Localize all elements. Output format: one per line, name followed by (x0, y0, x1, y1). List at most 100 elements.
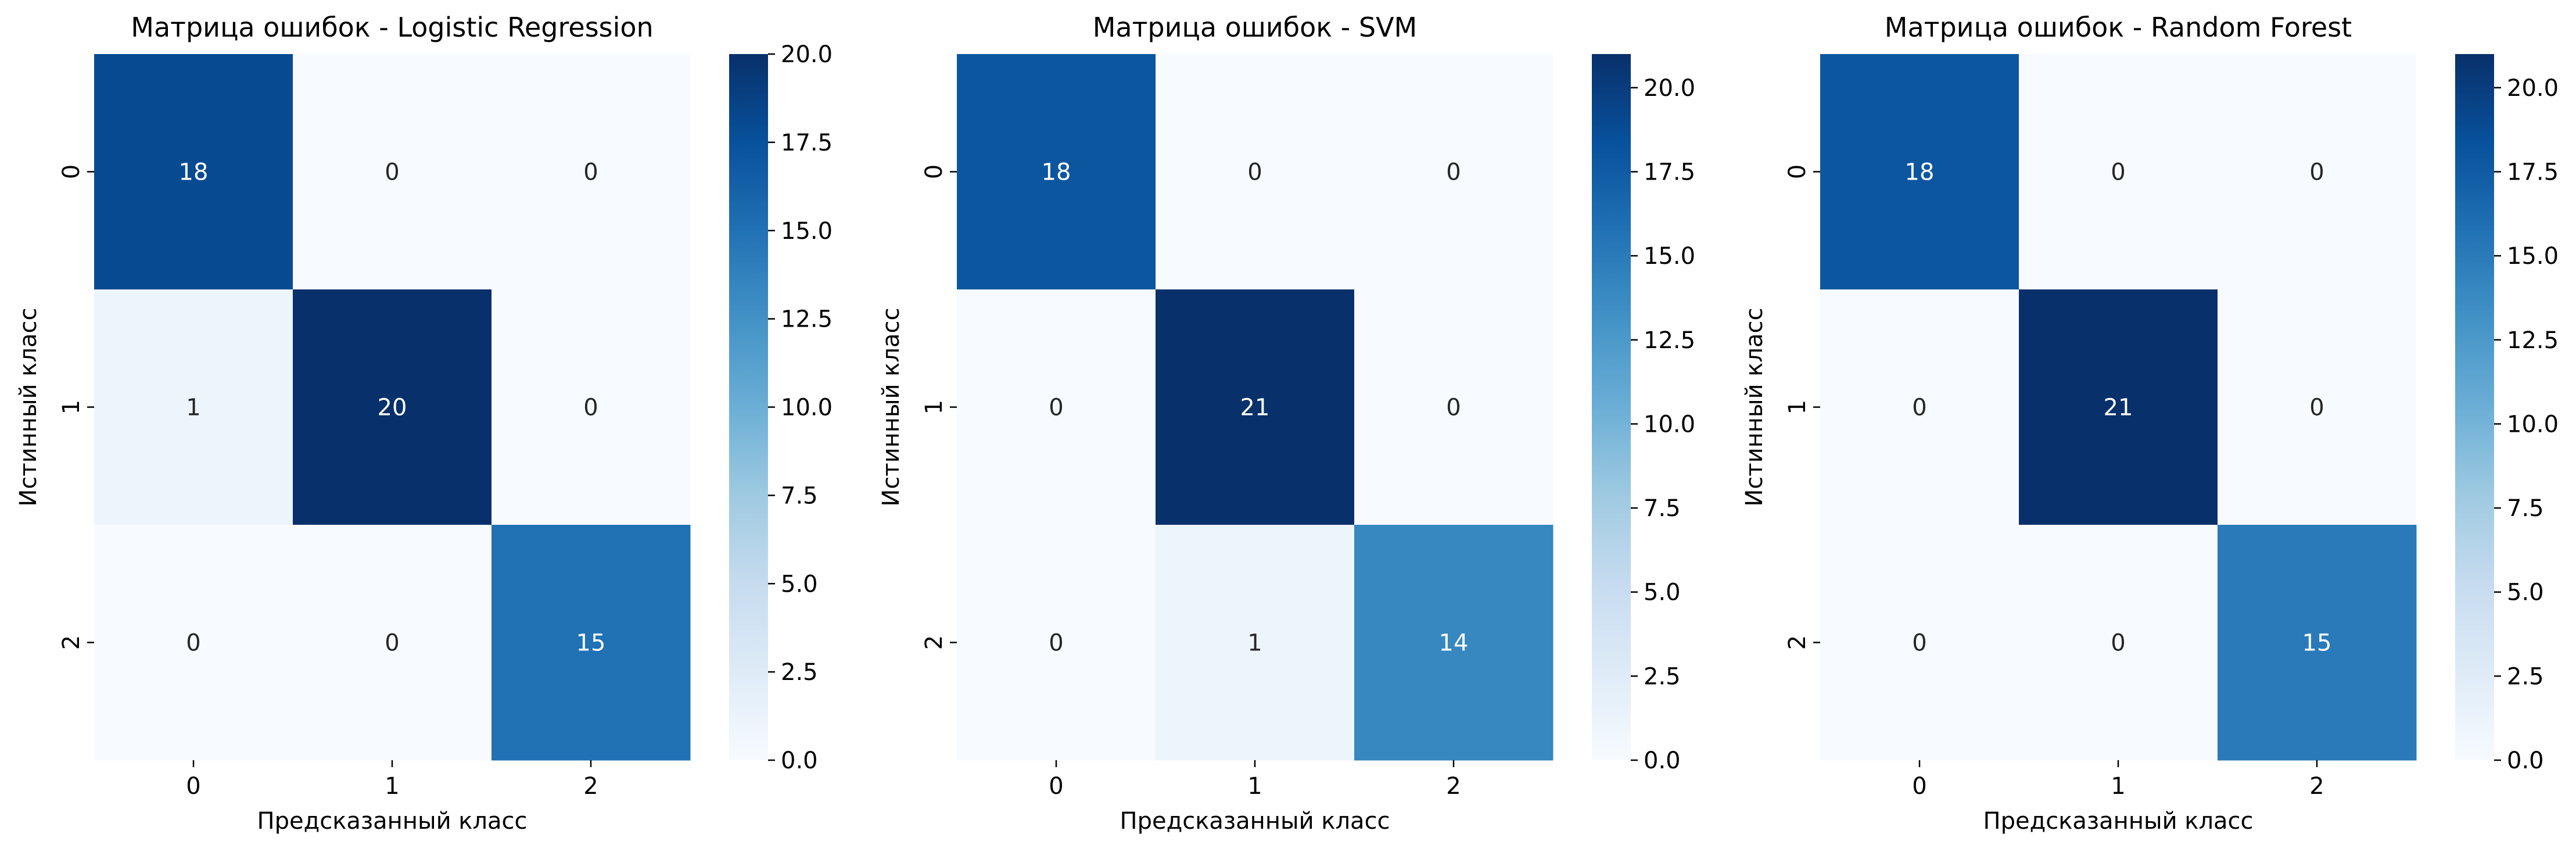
cell-value-label: 0 (385, 159, 399, 186)
colorbar-tick-label: 15.0 (781, 218, 833, 245)
cell-value-label: 1 (186, 395, 200, 421)
heatmap-cell (94, 54, 293, 290)
cell-value-label: 14 (1439, 630, 1469, 657)
heatmap-cell (1354, 525, 1554, 761)
colorbar (729, 54, 768, 760)
cell-value-label: 15 (2302, 630, 2332, 657)
colorbar-tick-label: 5.0 (1644, 579, 1681, 606)
colorbar-tick-label: 2.5 (2507, 663, 2544, 690)
heatmap-cell (1354, 54, 1554, 290)
cell-value-label: 0 (1446, 395, 1461, 421)
y-tick-label: 1 (58, 400, 85, 414)
heatmap-cell (1156, 289, 1355, 525)
heatmap-cell (491, 54, 691, 290)
cell-value-label: 21 (1240, 395, 1270, 421)
x-tick-label: 2 (2309, 773, 2324, 800)
colorbar-tick-label: 15.0 (1644, 243, 1695, 270)
y-tick-label: 1 (921, 400, 948, 414)
cell-value-label: 21 (2104, 395, 2133, 421)
x-axis-label: Предсказанный класс (1120, 808, 1390, 835)
cell-value-label: 0 (1049, 395, 1063, 421)
heatmap-cell (957, 525, 1156, 761)
colorbar-tick-label: 12.5 (781, 306, 833, 333)
colorbar-tick-label: 20.0 (781, 41, 833, 68)
cell-value-label: 0 (385, 630, 399, 657)
cell-value-label: 0 (2111, 159, 2125, 186)
heatmap-cell (94, 525, 293, 761)
colorbar-tick-label: 10.0 (781, 395, 833, 421)
heatmap-cell (293, 289, 492, 525)
heatmap-cell (2019, 54, 2218, 290)
y-axis-label: Истинный класс (15, 307, 42, 506)
x-tick-label: 2 (583, 773, 598, 800)
chart-title: Матрица ошибок - Random Forest (1885, 12, 2352, 43)
cell-value-label: 0 (1912, 630, 1926, 657)
colorbar-tick-label: 12.5 (2507, 327, 2559, 354)
colorbar-tick-label: 10.0 (1644, 411, 1695, 438)
x-axis-label: Предсказанный класс (257, 808, 528, 835)
y-axis-label: Истинный класс (878, 307, 905, 506)
heatmap-cell (2019, 289, 2218, 525)
colorbar-tick-label: 15.0 (2507, 243, 2559, 270)
y-tick-label: 0 (1784, 164, 1811, 179)
colorbar-tick-label: 20.0 (1644, 75, 1695, 102)
heatmap-cell (491, 289, 691, 525)
colorbar-tick-label: 7.5 (2507, 495, 2544, 522)
cell-value-label: 18 (1905, 159, 1935, 186)
colorbar-tick-label: 12.5 (1644, 327, 1695, 354)
y-tick-label: 1 (1784, 400, 1811, 414)
chart-title: Матрица ошибок - Logistic Regression (131, 12, 653, 43)
confusion-matrix-panel: Матрица ошибок - SVM 18 0 0 0 21 0 0 1 14 0 1 2 0 1 2 Пр… (878, 12, 1695, 835)
heatmap-cell (94, 289, 293, 525)
colorbar (1592, 54, 1631, 760)
confusion-matrix-panel: Матрица ошибок - Logistic Regression 18 0 0… (15, 12, 833, 835)
colorbar-tick-label: 2.5 (781, 659, 818, 686)
cell-value-label: 0 (583, 159, 598, 186)
x-tick-label: 0 (1049, 773, 1063, 800)
colorbar-tick-label: 0.0 (1644, 747, 1681, 774)
colorbar (2455, 54, 2494, 760)
cell-value-label: 0 (2309, 395, 2324, 421)
cell-value-label: 0 (583, 395, 598, 421)
cell-value-label: 0 (186, 630, 200, 657)
cell-value-label: 0 (1049, 630, 1063, 657)
y-tick-label: 2 (58, 635, 85, 650)
colorbar-tick-label: 0.0 (2507, 747, 2544, 774)
x-tick-label: 2 (1446, 773, 1461, 800)
heatmap-cell (2218, 54, 2417, 290)
x-tick-label: 0 (1912, 773, 1926, 800)
cell-value-label: 18 (179, 159, 209, 186)
colorbar-tick-label: 17.5 (781, 130, 833, 156)
y-tick-label: 0 (58, 164, 85, 179)
heatmap-cell (957, 289, 1156, 525)
heatmap-cell (1820, 54, 2019, 290)
colorbar-tick-label: 7.5 (1644, 495, 1681, 522)
heatmap-cell (491, 525, 691, 761)
colorbar-tick-label: 17.5 (1644, 159, 1695, 186)
cell-value-label: 1 (1247, 630, 1262, 657)
x-tick-label: 1 (2111, 773, 2125, 800)
colorbar-tick-label: 10.0 (2507, 411, 2559, 438)
cell-value-label: 20 (378, 395, 407, 421)
heatmap-cell (1156, 525, 1355, 761)
heatmap-cell (1820, 289, 2019, 525)
colorbar-tick-label: 20.0 (2507, 75, 2559, 102)
cell-value-label: 0 (2111, 630, 2125, 657)
chart-title: Матрица ошибок - SVM (1093, 12, 1418, 43)
cell-value-label: 0 (1247, 159, 1262, 186)
heatmap-cell (1820, 525, 2019, 761)
y-tick-label: 0 (921, 164, 948, 179)
x-tick-label: 1 (385, 773, 399, 800)
heatmap-cell (2218, 525, 2417, 761)
cell-value-label: 0 (1446, 159, 1461, 186)
cell-value-label: 18 (1042, 159, 1071, 186)
heatmap-cell (293, 54, 492, 290)
heatmap-cell (293, 525, 492, 761)
colorbar-tick-label: 17.5 (2507, 159, 2559, 186)
colorbar-tick-label: 7.5 (781, 482, 818, 509)
colorbar-tick-label: 0.0 (781, 747, 818, 774)
heatmap-cell (2218, 289, 2417, 525)
x-axis-label: Предсказанный класс (1983, 808, 2254, 835)
